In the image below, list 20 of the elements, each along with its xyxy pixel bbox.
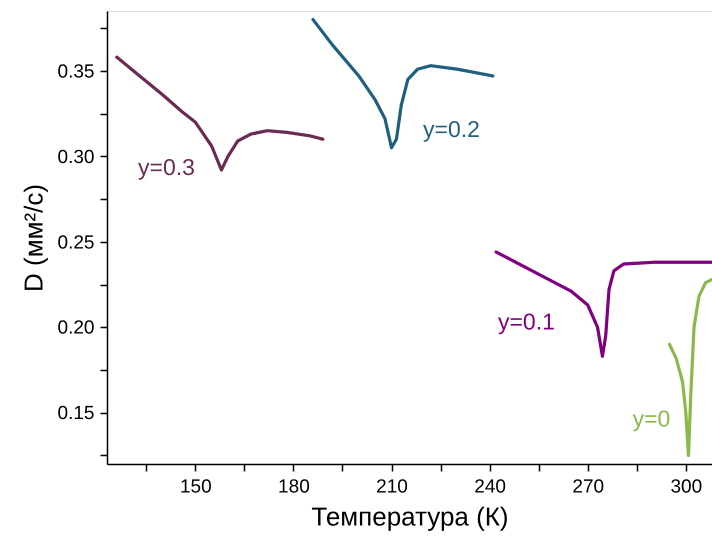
x-tick-label: 210 <box>376 476 408 498</box>
y-tick-label: 0.20 <box>58 318 94 339</box>
y-axis-title: D (мм²/с) <box>18 184 49 292</box>
y-tick-label: 0.30 <box>58 146 94 168</box>
x-tick-label: 180 <box>278 476 310 498</box>
x-tick-label: 150 <box>180 476 212 498</box>
y-tick-label: 0.35 <box>58 61 94 82</box>
series-label: y=0.1 <box>498 308 555 334</box>
series-label: y=0 <box>632 405 670 432</box>
x-axis-title: Температура (К) <box>311 502 509 532</box>
line-series <box>311 18 494 150</box>
y-tick-label: 0.15 <box>58 403 94 424</box>
y-tick-label: 0.25 <box>58 232 94 254</box>
x-tick-label: 240 <box>474 476 506 498</box>
x-tick-label: 300 <box>670 476 702 498</box>
line-series <box>494 250 712 358</box>
line-series <box>668 278 712 458</box>
series-label: y=0.2 <box>423 116 480 142</box>
series-label: y=0.3 <box>138 154 195 180</box>
x-tick-label: 270 <box>572 476 604 498</box>
